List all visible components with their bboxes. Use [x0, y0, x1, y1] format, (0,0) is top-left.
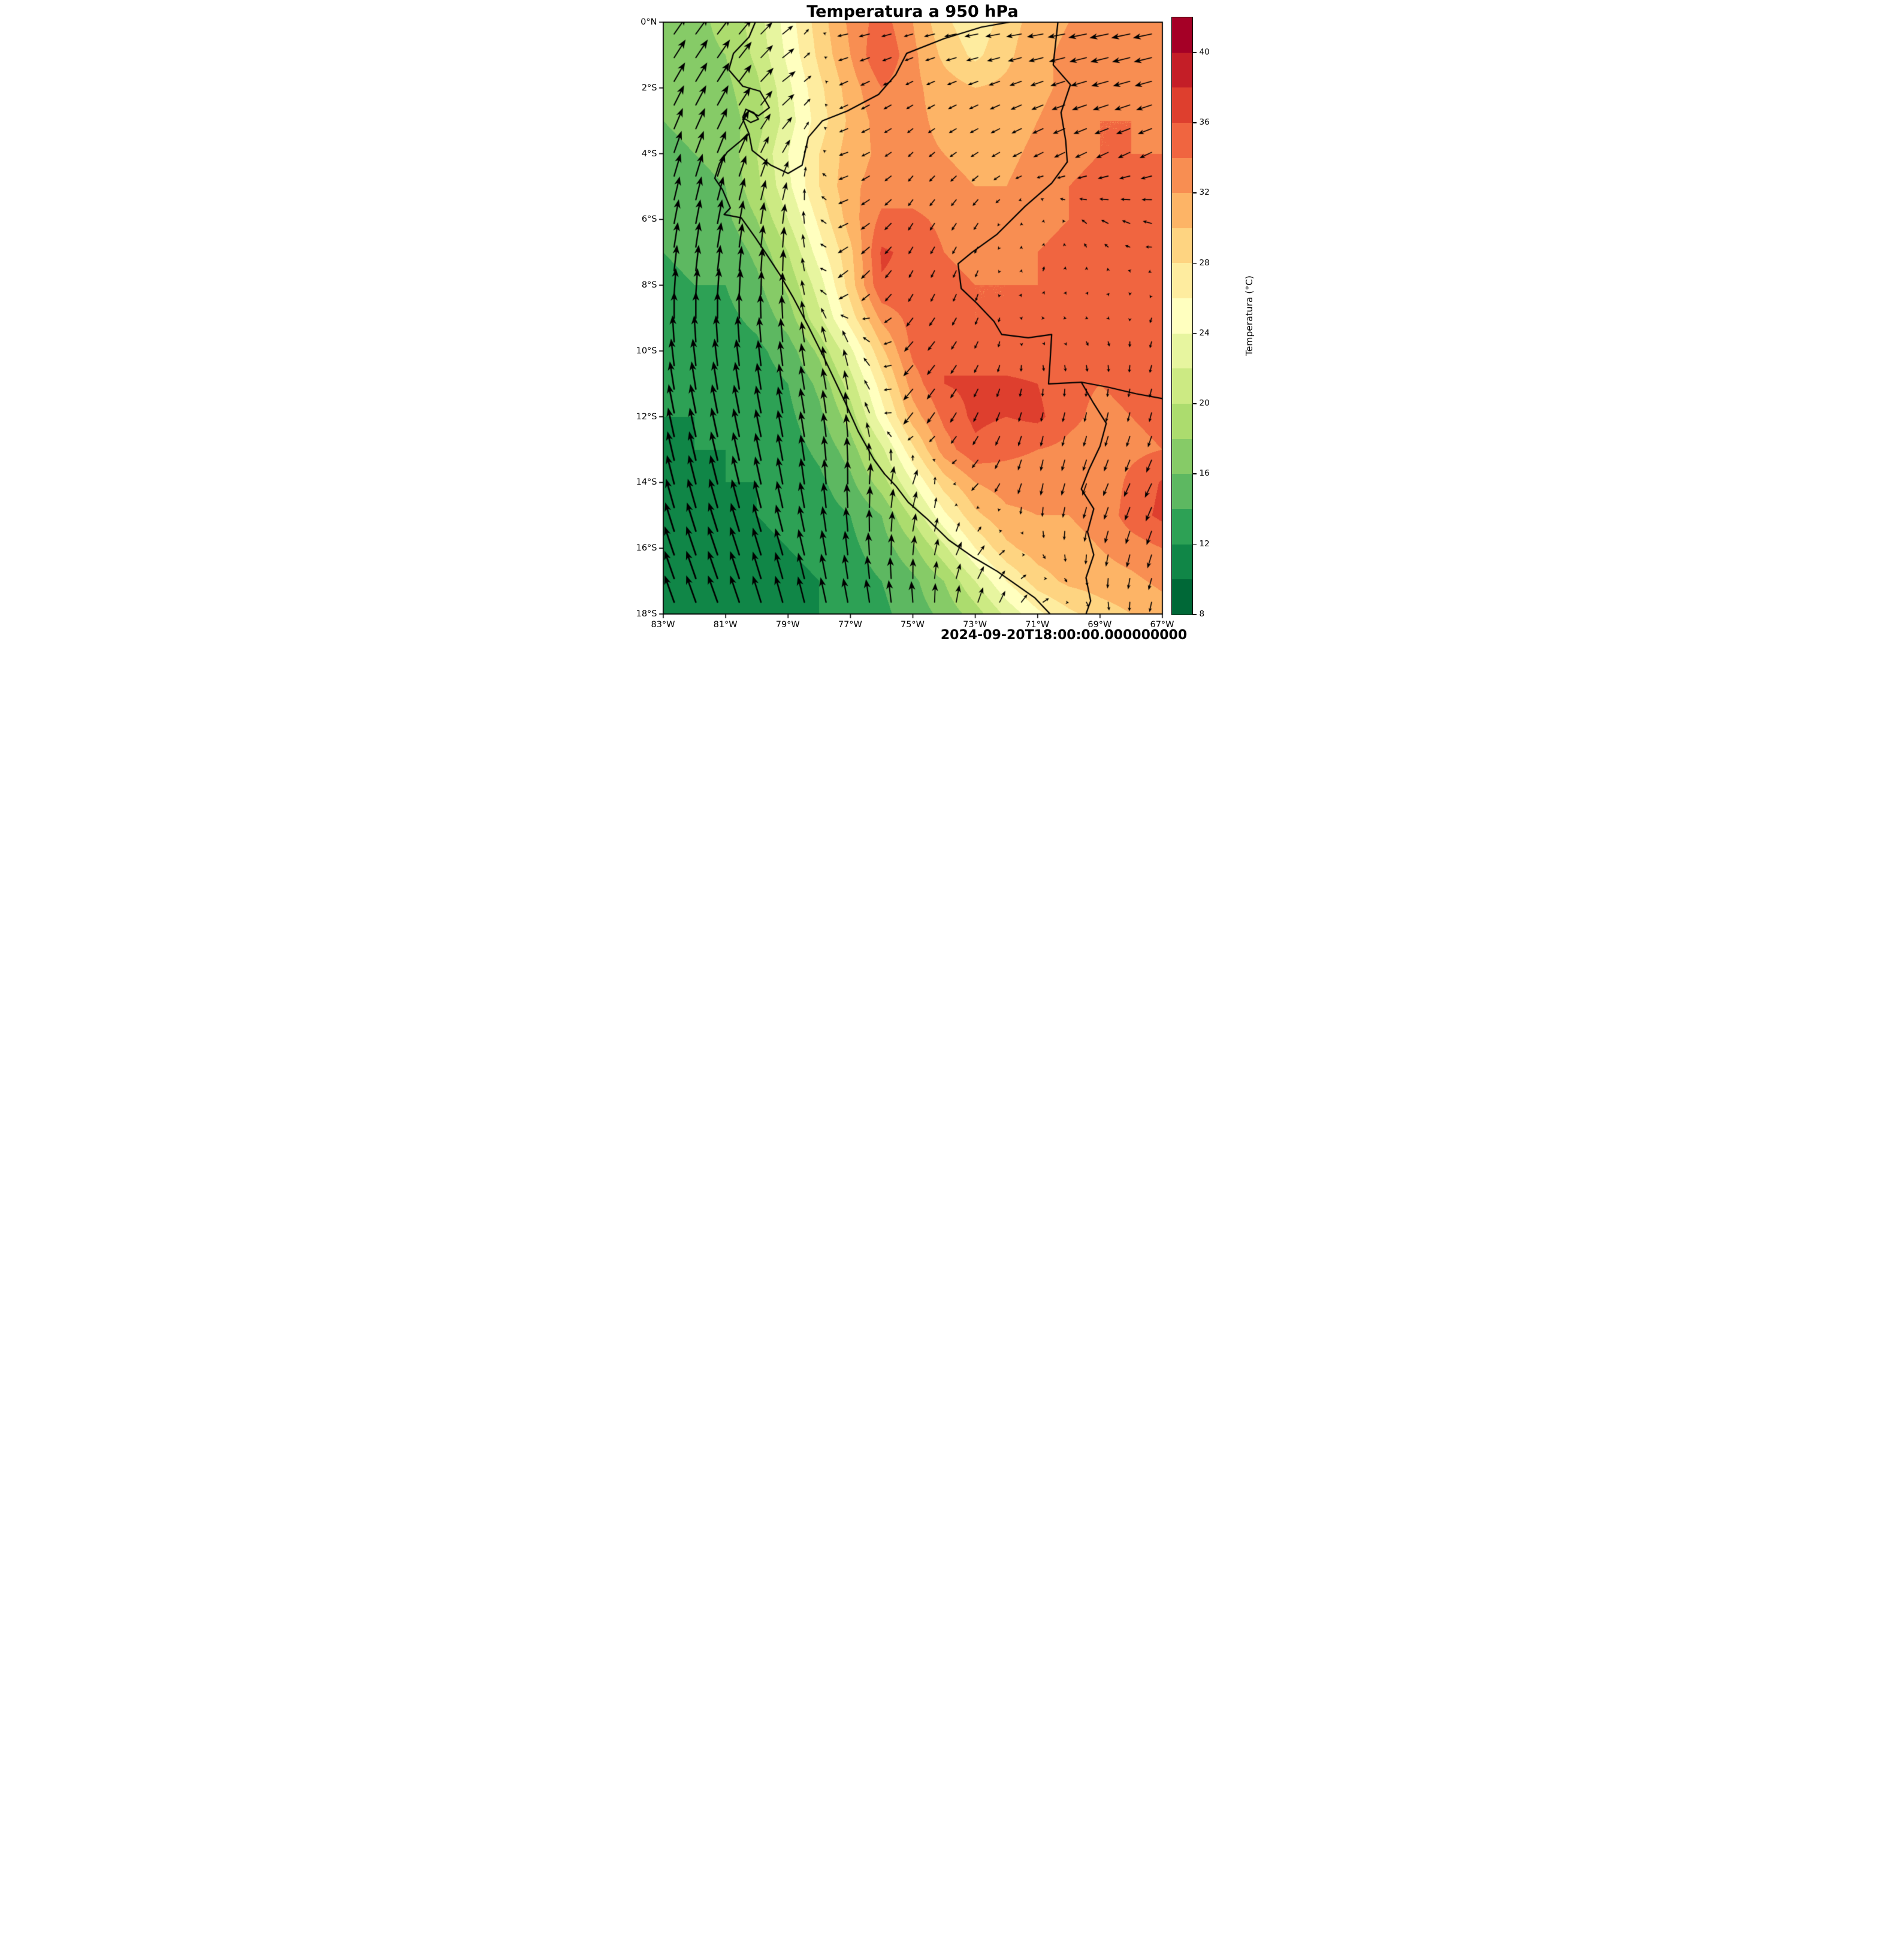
colorbar-segment [1171, 17, 1192, 53]
colorbar-segment [1171, 438, 1192, 474]
y-tick-label: 12°S [636, 412, 657, 422]
colorbar-label: Temperatura (°C) [1243, 275, 1255, 356]
y-tick-label: 4°S [641, 149, 657, 159]
colorbar-tick-label: 8 [1199, 609, 1205, 619]
x-tick-label: 79°W [775, 620, 800, 630]
colorbar-tick [1192, 614, 1197, 615]
colorbar-segment [1171, 122, 1192, 158]
y-tick-label: 6°S [641, 214, 657, 225]
x-tick-label: 73°W [963, 620, 987, 630]
colorbar-tick [1192, 403, 1197, 404]
colorbar-tick [1192, 122, 1197, 123]
colorbar-tick [1192, 473, 1197, 474]
colorbar [1171, 17, 1193, 615]
colorbar-tick-label: 20 [1199, 398, 1210, 409]
y-tick-label: 10°S [636, 346, 657, 356]
colorbar-segment [1171, 474, 1192, 509]
colorbar-tick-label: 16 [1199, 468, 1210, 479]
y-tick-label: 14°S [636, 477, 657, 488]
colorbar-segment [1171, 544, 1192, 580]
x-tick-label: 77°W [838, 620, 862, 630]
colorbar-segment [1171, 228, 1192, 264]
colorbar-segment [1171, 193, 1192, 228]
timestamp-label: 2024-09-20T18:00:00.000000000 [940, 628, 1188, 643]
colorbar-tick [1192, 262, 1197, 264]
colorbar-segment [1171, 263, 1192, 299]
colorbar-segment [1171, 368, 1192, 404]
x-tick-label: 67°W [1150, 620, 1174, 630]
colorbar-tick-label: 40 [1199, 47, 1210, 57]
colorbar-segment [1171, 404, 1192, 439]
colorbar-segment [1171, 52, 1192, 88]
colorbar-tick-label: 32 [1199, 187, 1210, 198]
colorbar-tick-label: 24 [1199, 328, 1210, 338]
figure: Temperatura a 950 hPa 83°W81°W79°W77°W75… [631, 0, 1263, 654]
y-tick-label: 8°S [641, 280, 657, 291]
y-tick-label: 2°S [641, 83, 657, 93]
x-tick-label: 83°W [651, 620, 675, 630]
colorbar-segment [1171, 579, 1192, 615]
colorbar-tick-label: 36 [1199, 117, 1210, 127]
colorbar-segment [1171, 298, 1192, 334]
y-tick-label: 16°S [636, 543, 657, 553]
colorbar-segment [1171, 158, 1192, 193]
colorbar-segment [1171, 333, 1192, 369]
colorbar-tick-label: 12 [1199, 539, 1210, 549]
colorbar-tick [1192, 192, 1197, 193]
colorbar-tick-label: 28 [1199, 258, 1210, 268]
y-tick-label: 0°N [641, 17, 657, 27]
temperature-map-canvas [631, 0, 1263, 654]
colorbar-tick [1192, 332, 1197, 334]
y-tick-label: 18°S [636, 609, 657, 619]
x-tick-label: 81°W [713, 620, 738, 630]
x-tick-label: 69°W [1088, 620, 1112, 630]
x-tick-label: 71°W [1025, 620, 1050, 630]
colorbar-segment [1171, 87, 1192, 123]
colorbar-tick [1192, 52, 1197, 53]
colorbar-tick [1192, 543, 1197, 545]
x-tick-label: 75°W [900, 620, 925, 630]
colorbar-segment [1171, 509, 1192, 545]
